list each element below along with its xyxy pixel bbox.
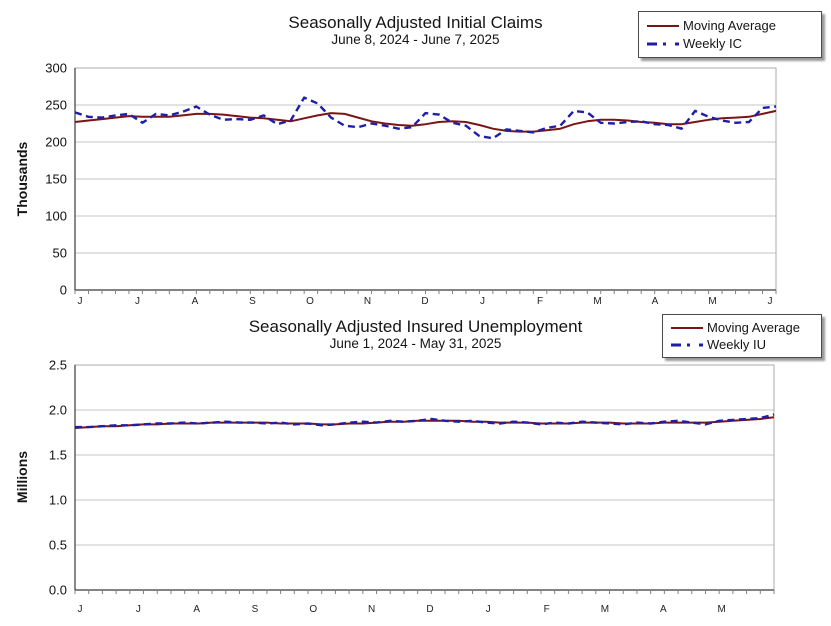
month-label: F — [544, 604, 550, 615]
month-label: M — [593, 296, 601, 307]
month-label: S — [249, 296, 256, 307]
legend-label: Weekly IU — [707, 337, 766, 352]
legend-label: Moving Average — [683, 18, 776, 33]
weekly-line — [75, 413, 775, 429]
y-tick-label: 0 — [60, 283, 67, 298]
month-label: N — [368, 604, 375, 615]
legend-item-moving-average: Moving Average — [644, 18, 816, 33]
chart-insured-unemployment: Seasonally Adjusted Insured Unemployment… — [0, 310, 831, 626]
moving-average-line-icon — [647, 24, 679, 27]
y-tick-label: 2.5 — [49, 358, 67, 373]
y-tick-label: 0.5 — [49, 538, 67, 553]
dashed-line-icon — [647, 42, 679, 45]
month-label: O — [306, 296, 314, 307]
y-tick-label: 250 — [45, 98, 67, 113]
y-tick-label: 150 — [45, 172, 67, 187]
month-label: J — [78, 296, 83, 307]
month-label: M — [708, 296, 716, 307]
legend-item-weekly-iu: Weekly IU — [668, 337, 816, 352]
month-label: O — [309, 604, 317, 615]
month-label: D — [421, 296, 428, 307]
moving-average-line-icon — [671, 326, 703, 329]
legend: Moving Average Weekly IU — [662, 314, 822, 358]
month-label: A — [193, 604, 200, 615]
legend-item-weekly-ic: Weekly IC — [644, 36, 816, 51]
legend: Moving Average Weekly IC — [638, 11, 822, 58]
y-tick-label: 2.0 — [49, 403, 67, 418]
month-label: J — [78, 604, 83, 615]
y-tick-label: 50 — [53, 246, 67, 261]
month-label: A — [652, 296, 659, 307]
month-label: J — [136, 604, 141, 615]
month-label: D — [426, 604, 433, 615]
month-label: J — [480, 296, 485, 307]
y-tick-label: 0.0 — [49, 583, 67, 598]
month-label: M — [601, 604, 609, 615]
month-label: A — [660, 604, 667, 615]
legend-label: Weekly IC — [683, 36, 742, 51]
month-label: F — [537, 296, 543, 307]
month-label: M — [717, 604, 725, 615]
y-tick-label: 300 — [45, 61, 67, 76]
dashed-line-icon — [671, 343, 703, 346]
month-label: S — [252, 604, 259, 615]
plot-area: J J A S O N D J F M A M 0.0 0.5 1.0 1.5 2.0 2.5 — [49, 358, 775, 615]
month-label: N — [364, 296, 371, 307]
y-tick-label: 1.0 — [49, 493, 67, 508]
y-tick-label: 200 — [45, 135, 67, 150]
month-label: A — [192, 296, 199, 307]
plot-border — [74, 364, 775, 591]
month-label: J — [486, 604, 491, 615]
chart-initial-claims: Seasonally Adjusted Initial Claims June … — [0, 0, 831, 310]
month-label: J — [768, 296, 773, 307]
legend-label: Moving Average — [707, 320, 800, 335]
legend-item-moving-average: Moving Average — [668, 320, 816, 335]
month-label: J — [135, 296, 140, 307]
y-tick-label: 100 — [45, 209, 67, 224]
y-tick-label: 1.5 — [49, 448, 67, 463]
weekly-line — [74, 96, 777, 140]
